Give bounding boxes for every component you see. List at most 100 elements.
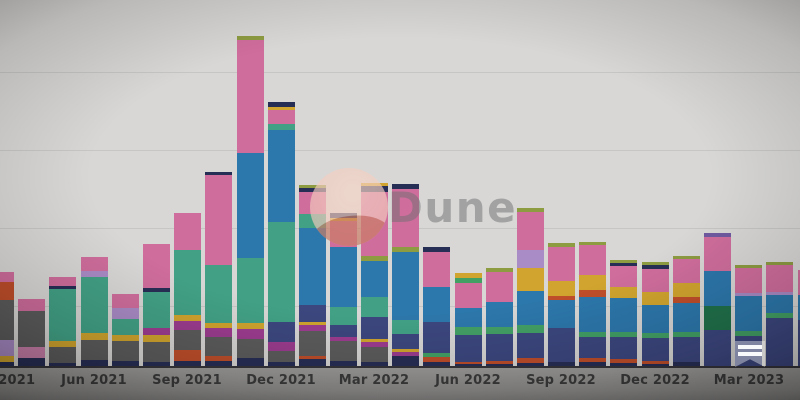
ribbon-line-icon xyxy=(738,352,762,356)
bar-segment-green xyxy=(485,327,513,334)
bar-segment-rust xyxy=(173,350,201,361)
bar-segment-indigo xyxy=(672,337,700,362)
bar-segment-navy xyxy=(236,358,264,366)
x-tick-label: Mar 2023 xyxy=(713,373,785,388)
bar-segment-teal xyxy=(204,265,232,323)
bar-segment-gold xyxy=(142,335,170,342)
bar-segment-teal xyxy=(329,307,357,325)
bar-segment-rose xyxy=(703,237,731,271)
bar-segment-rose xyxy=(298,192,326,214)
bar-segment-teal xyxy=(173,250,201,315)
bar-segment-rose xyxy=(516,212,544,250)
bar-sep-2021[interactable] xyxy=(173,0,201,368)
bar-segment-indigo xyxy=(422,322,450,353)
bar-may-2022[interactable] xyxy=(422,0,450,368)
bar-nov-2022[interactable] xyxy=(609,0,637,368)
bar-jun-2022[interactable] xyxy=(454,0,482,368)
bar-segment-blue xyxy=(267,130,295,222)
bar-segment-rose xyxy=(236,40,264,153)
bar-segment-teal xyxy=(267,222,295,322)
bar-segment-gray xyxy=(267,351,295,362)
bar-segment-gray xyxy=(17,311,45,347)
bar-segment-green xyxy=(516,325,544,333)
bar-feb-2022[interactable] xyxy=(329,0,357,368)
bar-segment-gray xyxy=(204,337,232,356)
bar-mar-2023[interactable] xyxy=(734,0,762,368)
bar-segment-teal xyxy=(142,292,170,328)
bar-segment-rose xyxy=(142,244,170,288)
bar-mar-2021[interactable] xyxy=(0,0,14,368)
bar-segment-teal xyxy=(80,277,108,333)
bar-segment-blue xyxy=(609,298,637,332)
bar-segment-rose xyxy=(329,221,357,247)
plot-area xyxy=(0,0,800,368)
bar-segment-blue xyxy=(672,303,700,332)
bar-oct-2022[interactable] xyxy=(578,0,606,368)
bar-apr-2022[interactable] xyxy=(391,0,419,368)
bar-jun-2021[interactable] xyxy=(80,0,108,368)
bar-segment-teal xyxy=(48,289,76,341)
bar-feb-2023[interactable] xyxy=(703,0,731,368)
bar-sep-2022[interactable] xyxy=(547,0,575,368)
bar-segment-indigo xyxy=(703,330,731,366)
bar-aug-2022[interactable] xyxy=(516,0,544,368)
x-tick-label: Sep 2022 xyxy=(526,373,596,388)
x-tick-label: Mar 2021 xyxy=(0,373,36,388)
bar-segment-rose xyxy=(734,268,762,293)
x-tick-label: Jun 2021 xyxy=(61,373,127,388)
x-tick-label: Sep 2021 xyxy=(152,373,222,388)
bar-aug-2021[interactable] xyxy=(142,0,170,368)
bar-apr-2023[interactable] xyxy=(765,0,793,368)
bar-segment-lavender xyxy=(0,340,14,356)
bar-segment-blue xyxy=(360,261,388,297)
bar-segment-rose xyxy=(454,283,482,308)
bar-segment-gold xyxy=(516,268,544,291)
bar-segment-rose xyxy=(204,175,232,265)
x-tick-label: Mar 2022 xyxy=(338,373,410,388)
bar-segment-rose xyxy=(391,189,419,247)
bar-segment-mauve xyxy=(17,347,45,358)
bar-segment-magenta xyxy=(142,328,170,335)
bar-dec-2021[interactable] xyxy=(267,0,295,368)
bar-jul-2021[interactable] xyxy=(111,0,139,368)
bar-apr-2021[interactable] xyxy=(17,0,45,368)
bar-segment-magenta xyxy=(236,329,264,339)
bar-segment-gold xyxy=(578,275,606,290)
bar-segment-indigo xyxy=(298,305,326,322)
bar-segment-rose xyxy=(641,269,669,292)
bar-segment-gray xyxy=(111,341,139,361)
bar-segment-blue xyxy=(422,287,450,322)
bar-segment-gray xyxy=(298,331,326,356)
bar-segment-rose xyxy=(422,252,450,287)
bar-may-2021[interactable] xyxy=(48,0,76,368)
bar-segment-rose xyxy=(360,192,388,256)
bar-segment-indigo xyxy=(609,337,637,359)
bar-mar-2022[interactable] xyxy=(360,0,388,368)
bar-segment-rose xyxy=(267,110,295,124)
bar-jan-2023[interactable] xyxy=(672,0,700,368)
bar-segment-blue xyxy=(641,305,669,333)
bar-segment-indigo xyxy=(267,322,295,342)
bar-segment-indigo xyxy=(641,338,669,361)
bar-segment-indigo xyxy=(454,335,482,362)
bar-nov-2021[interactable] xyxy=(236,0,264,368)
bar-segment-rose xyxy=(173,213,201,250)
bar-segment-indigo xyxy=(547,328,575,362)
bar-oct-2021[interactable] xyxy=(204,0,232,368)
bar-segment-blue xyxy=(298,228,326,305)
bar-segment-gray xyxy=(80,340,108,360)
bar-jul-2022[interactable] xyxy=(485,0,513,368)
bar-segment-navy xyxy=(391,356,419,366)
bar-segment-blue xyxy=(703,271,731,306)
x-tick-label: Dec 2022 xyxy=(620,373,690,388)
bar-segment-gray xyxy=(48,347,76,363)
bar-jan-2022[interactable] xyxy=(298,0,326,368)
bar-segment-gold xyxy=(672,283,700,297)
bar-segment-gray xyxy=(360,347,388,362)
bar-segment-blue xyxy=(236,153,264,258)
bar-dec-2022[interactable] xyxy=(641,0,669,368)
bar-segment-green xyxy=(454,327,482,335)
bar-segment-navy xyxy=(298,359,326,366)
bar-segment-lavender xyxy=(516,250,544,268)
